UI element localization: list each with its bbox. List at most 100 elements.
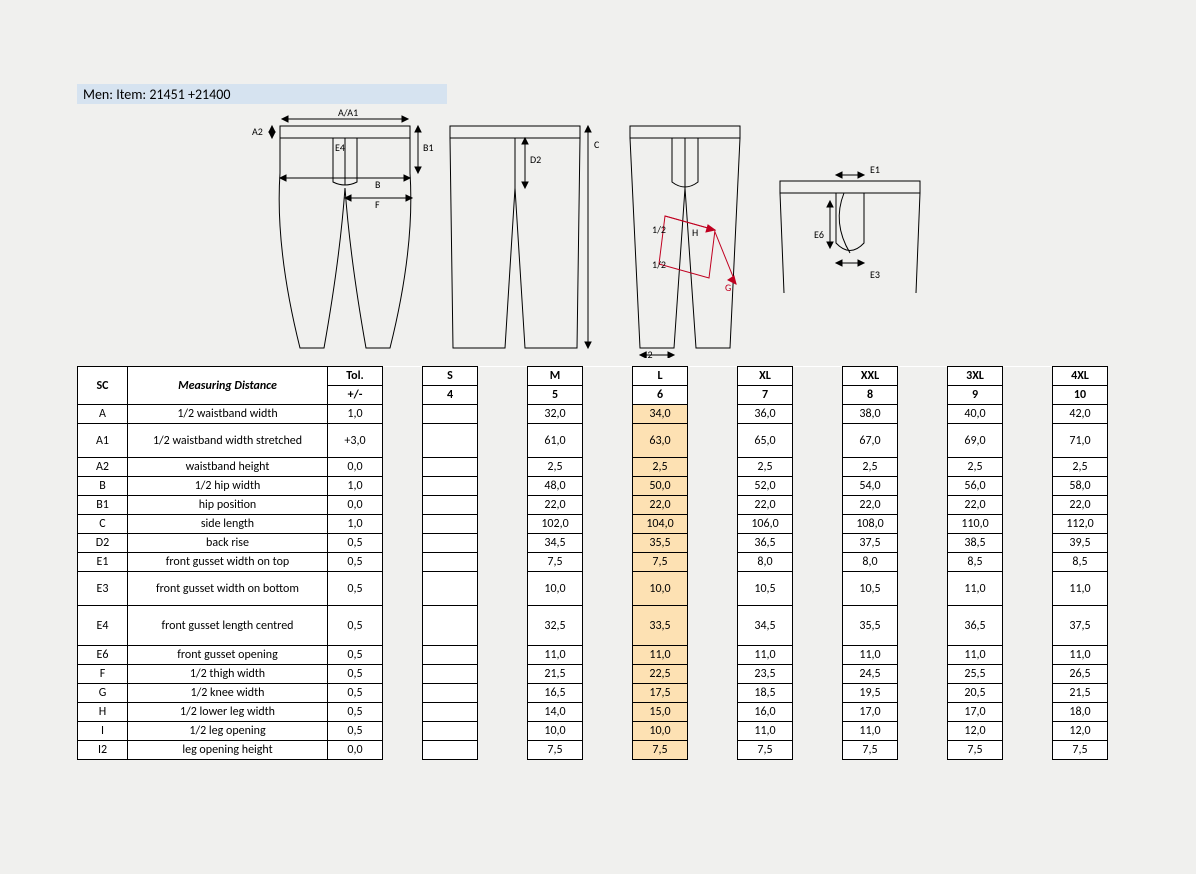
size-chart: SCMeasuring DistanceTol.SMLXLXXL3XL4XL+/… [77, 366, 1177, 760]
cell-A2-XXL: 2,5 [843, 458, 898, 477]
cell-B1-S [423, 496, 478, 515]
cell-sc-F: F [78, 665, 128, 684]
cell-md-I: 1/2 leg opening [128, 722, 328, 741]
cell-E6-3XL: 11,0 [948, 646, 1003, 665]
cell-E3-XL: 10,5 [738, 572, 793, 606]
label-d2: D2 [530, 153, 541, 166]
label-e6: E6 [814, 228, 824, 241]
cell-H-4XL: 18,0 [1053, 703, 1108, 722]
cell-A-4XL: 42,0 [1053, 405, 1108, 424]
cell-E1-XL: 8,0 [738, 553, 793, 572]
cell-A2-M: 2,5 [528, 458, 583, 477]
cell-H-XL: 16,0 [738, 703, 793, 722]
cell-B-XXL: 54,0 [843, 477, 898, 496]
cell-E3-4XL: 11,0 [1053, 572, 1108, 606]
cell-md-E3: front gusset width on bottom [128, 572, 328, 606]
cell-E4-S [423, 606, 478, 646]
cell-A-M: 32,0 [528, 405, 583, 424]
cell-sc-C: C [78, 515, 128, 534]
cell-sc-D2: D2 [78, 534, 128, 553]
cell-G-XXL: 19,5 [843, 684, 898, 703]
cell-md-C: side length [128, 515, 328, 534]
cell-E1-4XL: 8,5 [1053, 553, 1108, 572]
cell-A2-S [423, 458, 478, 477]
header-size-XXL: XXL [843, 367, 898, 386]
cell-D2-L: 35,5 [633, 534, 688, 553]
header-tol2: +/- [328, 386, 383, 405]
cell-A1-M: 61,0 [528, 424, 583, 458]
cell-I-XXL: 11,0 [843, 722, 898, 741]
header-size-XL: XL [738, 367, 793, 386]
cell-D2-M: 34,5 [528, 534, 583, 553]
cell-B-XL: 52,0 [738, 477, 793, 496]
cell-B-3XL: 56,0 [948, 477, 1003, 496]
cell-H-M: 14,0 [528, 703, 583, 722]
cell-md-E1: front gusset width on top [128, 553, 328, 572]
cell-md-E4: front gusset length centred [128, 606, 328, 646]
cell-md-A1: 1/2 waistband width stretched [128, 424, 328, 458]
header-size-L: L [633, 367, 688, 386]
cell-E4-XXL: 35,5 [843, 606, 898, 646]
cell-G-XL: 18,5 [738, 684, 793, 703]
cell-A2-4XL: 2,5 [1053, 458, 1108, 477]
cell-E3-S [423, 572, 478, 606]
cell-D2-S [423, 534, 478, 553]
cell-E1-S [423, 553, 478, 572]
cell-E3-L: 10,0 [633, 572, 688, 606]
header-size-S: S [423, 367, 478, 386]
cell-I-4XL: 12,0 [1053, 722, 1108, 741]
label-e1: E1 [870, 163, 880, 176]
cell-sc-A: A [78, 405, 128, 424]
cell-C-M: 102,0 [528, 515, 583, 534]
cell-C-S [423, 515, 478, 534]
cell-sc-E1: E1 [78, 553, 128, 572]
header-sizenum-5: 5 [528, 386, 583, 405]
cell-B1-XL: 22,0 [738, 496, 793, 515]
cell-md-D2: back rise [128, 534, 328, 553]
cell-E3-XXL: 10,5 [843, 572, 898, 606]
cell-A-L: 34,0 [633, 405, 688, 424]
cell-F-XXL: 24,5 [843, 665, 898, 684]
cell-F-S [423, 665, 478, 684]
label-a2: A2 [252, 125, 263, 138]
header-sizenum-8: 8 [843, 386, 898, 405]
label-aa1: A/A1 [338, 108, 358, 119]
cell-B1-XXL: 22,0 [843, 496, 898, 515]
label-half2: 1/2 [652, 258, 666, 271]
cell-sc-A1: A1 [78, 424, 128, 458]
cell-G-3XL: 20,5 [948, 684, 1003, 703]
cell-F-4XL: 26,5 [1053, 665, 1108, 684]
cell-A-XL: 36,0 [738, 405, 793, 424]
cell-G-L: 17,5 [633, 684, 688, 703]
cell-tol-C: 1,0 [328, 515, 383, 534]
cell-A1-XXL: 67,0 [843, 424, 898, 458]
cell-E6-XXL: 11,0 [843, 646, 898, 665]
cell-E6-S [423, 646, 478, 665]
title-text: Men: Item: 21451 +21400 [83, 86, 230, 103]
cell-A-S [423, 405, 478, 424]
cell-A1-4XL: 71,0 [1053, 424, 1108, 458]
cell-E6-XL: 11,0 [738, 646, 793, 665]
cell-B1-4XL: 22,0 [1053, 496, 1108, 515]
cell-E4-4XL: 37,5 [1053, 606, 1108, 646]
cell-md-B1: hip position [128, 496, 328, 515]
cell-tol-D2: 0,5 [328, 534, 383, 553]
cell-B1-3XL: 22,0 [948, 496, 1003, 515]
cell-B-M: 48,0 [528, 477, 583, 496]
header-tol: Tol. [328, 367, 383, 386]
cell-md-I2: leg opening height [128, 741, 328, 760]
header-size-3XL: 3XL [948, 367, 1003, 386]
cell-I2-XXL: 7,5 [843, 741, 898, 760]
cell-sc-B1: B1 [78, 496, 128, 515]
cell-sc-E6: E6 [78, 646, 128, 665]
cell-tol-A2: 0,0 [328, 458, 383, 477]
cell-C-XXL: 108,0 [843, 515, 898, 534]
cell-A1-XL: 65,0 [738, 424, 793, 458]
size-chart-table: SCMeasuring DistanceTol.SMLXLXXL3XL4XL+/… [77, 366, 1108, 760]
cell-G-4XL: 21,5 [1053, 684, 1108, 703]
cell-sc-H: H [78, 703, 128, 722]
cell-F-XL: 23,5 [738, 665, 793, 684]
cell-I2-L: 7,5 [633, 741, 688, 760]
cell-sc-I2: I2 [78, 741, 128, 760]
cell-H-S [423, 703, 478, 722]
